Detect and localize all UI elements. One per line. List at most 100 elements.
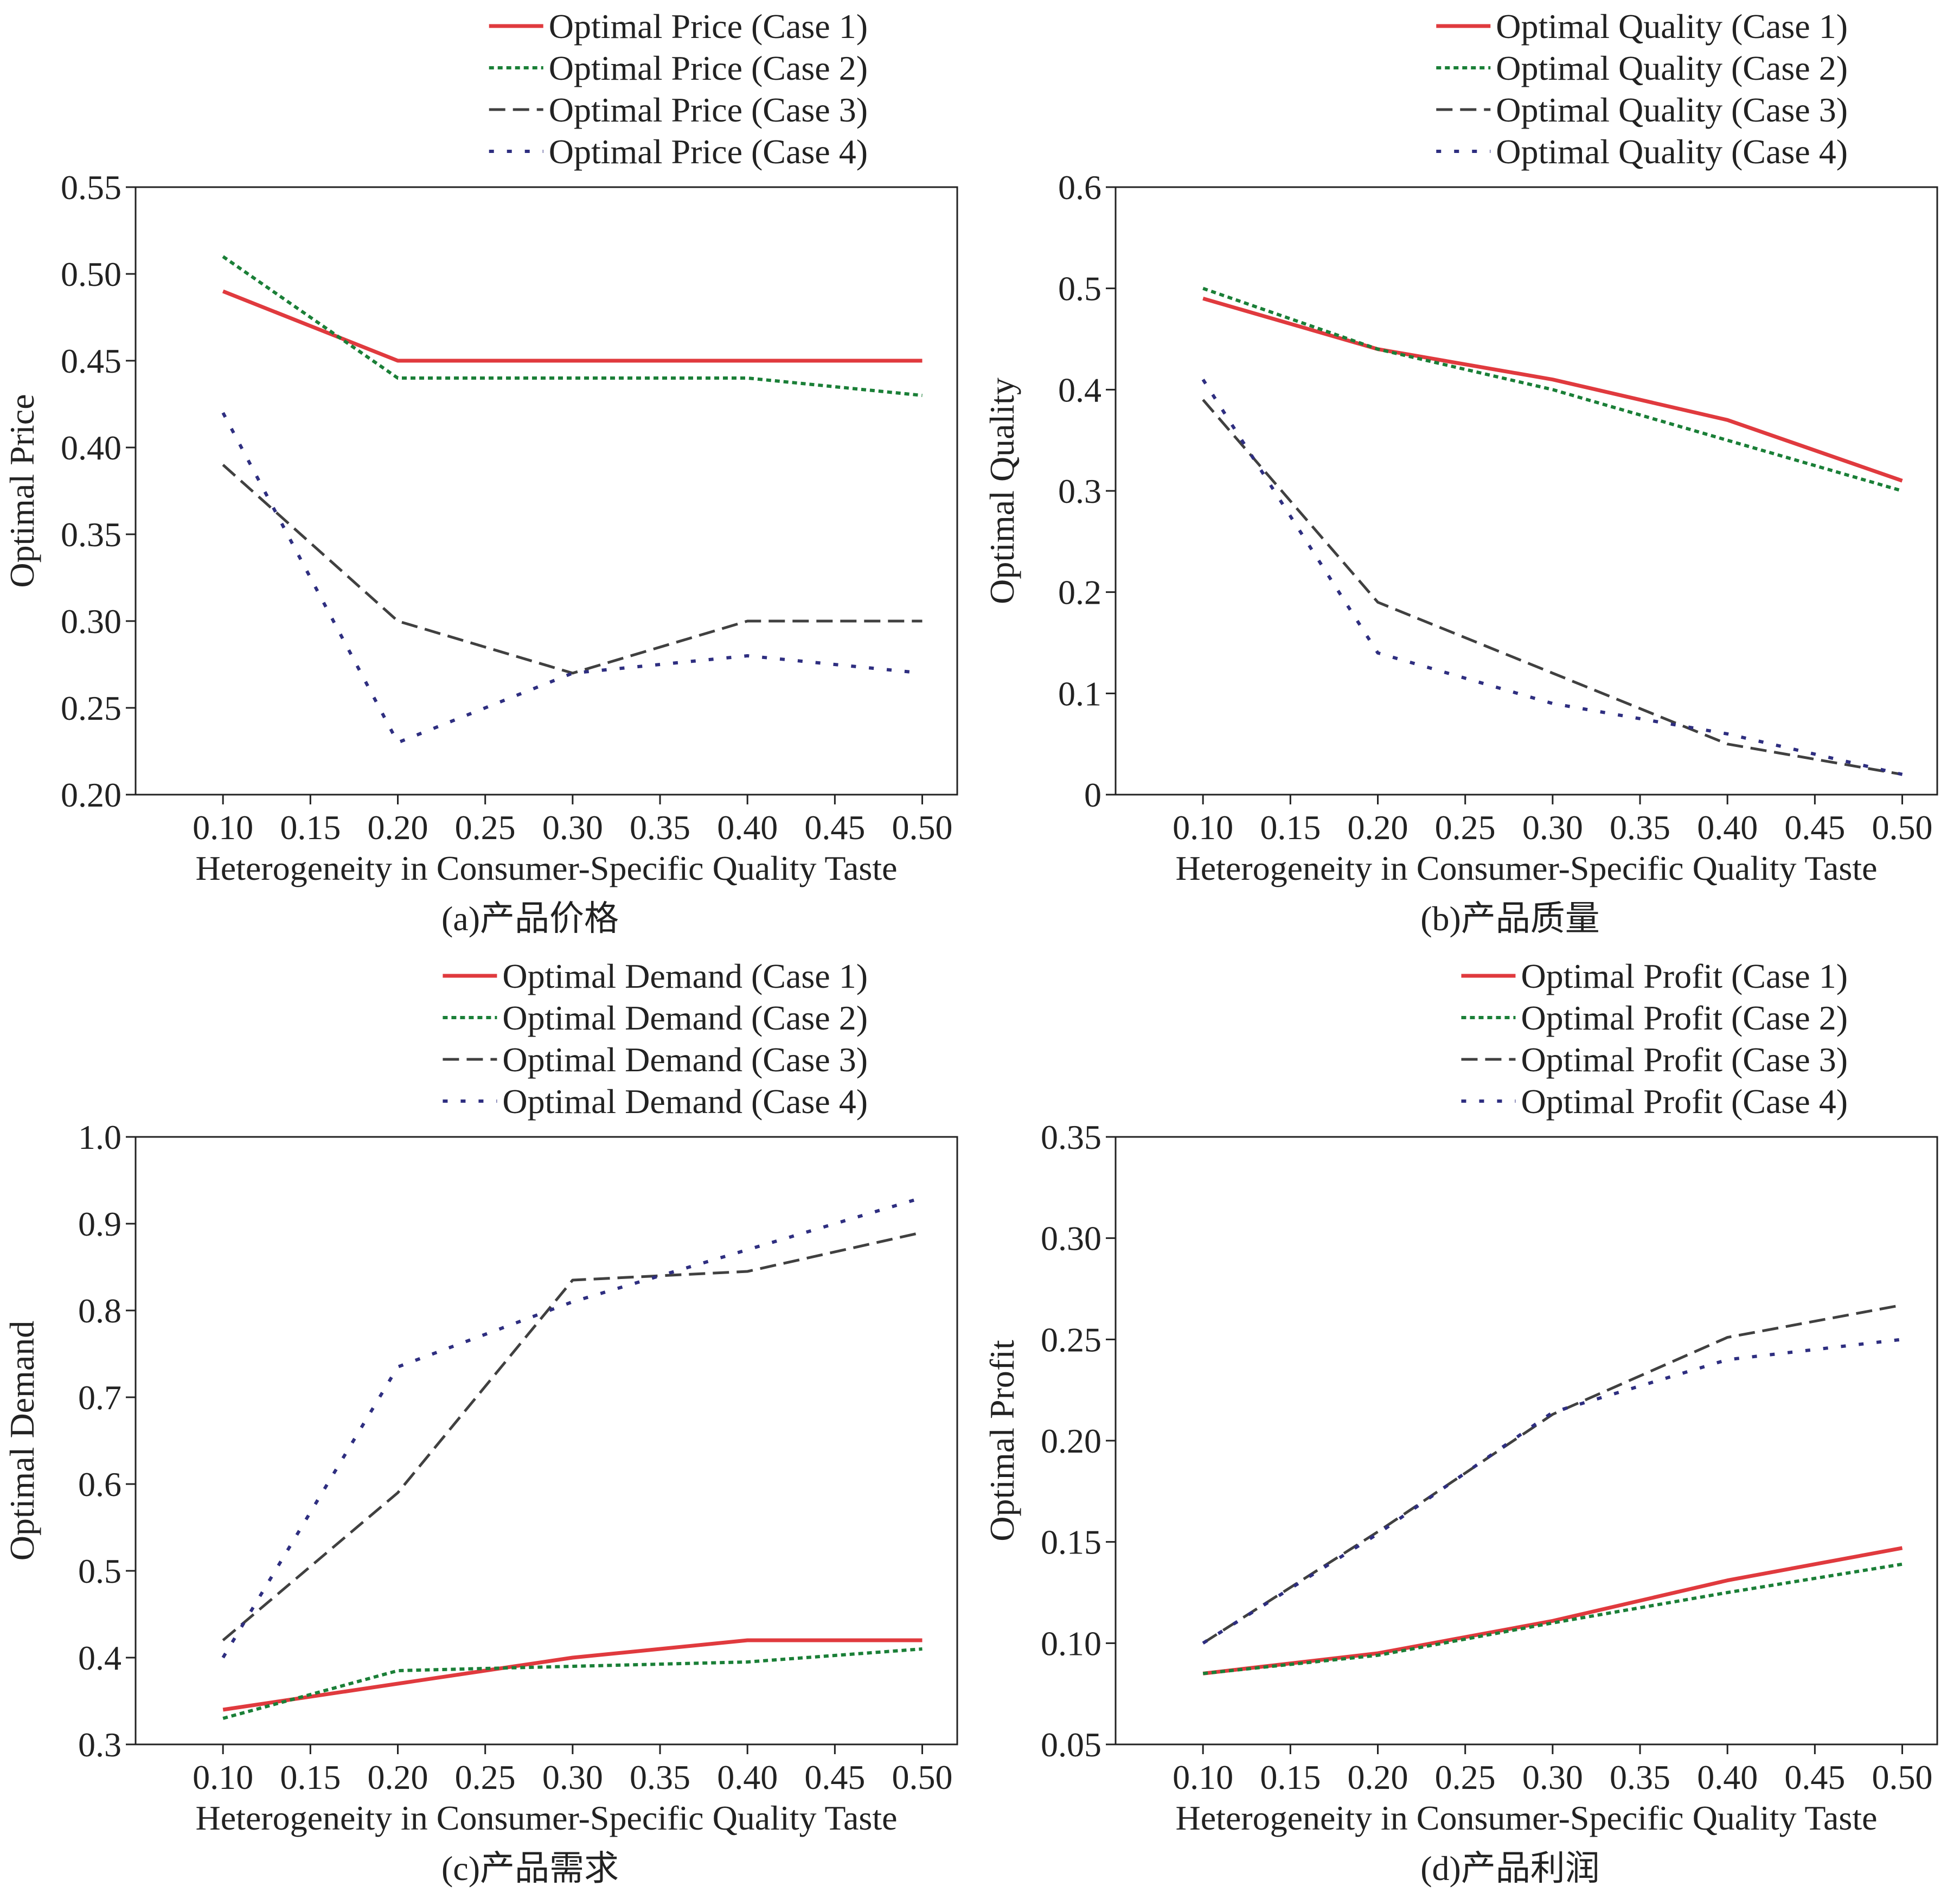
y-tick-label: 0.5 — [1058, 270, 1101, 308]
x-tick-label: 0.10 — [1173, 1758, 1233, 1796]
y-tick-label: 0.5 — [78, 1552, 121, 1590]
x-tick-label: 0.15 — [280, 808, 341, 847]
y-tick-label: 0.1 — [1058, 674, 1101, 713]
y-tick-label: 0.15 — [1041, 1523, 1101, 1562]
y-axis-label: Optimal Quality — [983, 378, 1021, 604]
chart-svg-b: 0 0.1 0.2 0.3 0.4 0.5 0.6 0.10 0.15 0.20 0.25 0.30 0… — [983, 7, 1938, 938]
y-tick-label: 0.45 — [61, 342, 121, 380]
x-tick-label: 0.40 — [717, 1758, 778, 1796]
y-tick-label: 0.50 — [61, 255, 121, 293]
x-tick-label: 0.50 — [1872, 808, 1933, 847]
series-line-case-3 — [222, 1231, 923, 1641]
chart-panel-c: 0.3 0.4 0.5 0.6 0.7 0.8 0.9 1.0 0.10 0.15 0.20 0.25… — [0, 950, 980, 1899]
x-axis-label: Heterogeneity in Consumer-Specific Quali… — [195, 1799, 897, 1837]
x-tick-label: 0.50 — [1872, 1758, 1933, 1796]
series-line-case-3 — [1202, 1303, 1903, 1645]
legend-label-case-2: Optimal Price (Case 2) — [549, 49, 868, 87]
y-tick-label: 0.40 — [61, 429, 121, 467]
x-tick-label: 0.30 — [542, 808, 603, 847]
y-tick-label: 0.35 — [1041, 1118, 1101, 1156]
y-tick-label: 0.4 — [1058, 370, 1101, 409]
x-tick-label: 0.45 — [804, 808, 865, 847]
chart-svg-d: 0.05 0.10 0.15 0.20 0.25 0.30 0.35 0.10 0.15 0.20… — [983, 957, 1938, 1888]
legend-label-case-2: Optimal Quality (Case 2) — [1496, 49, 1848, 87]
series-line-case-4 — [221, 1196, 923, 1659]
x-tick-label: 0.30 — [1522, 1758, 1583, 1796]
legend-label-case-1: Optimal Profit (Case 1) — [1521, 957, 1848, 995]
y-tick-label: 1.0 — [78, 1118, 121, 1156]
y-tick-label: 0.8 — [78, 1291, 121, 1330]
legend-label-case-4: Optimal Quality (Case 4) — [1496, 132, 1848, 171]
legend-label-case-3: Optimal Demand (Case 3) — [502, 1040, 868, 1079]
x-tick-label: 0.25 — [1435, 1758, 1496, 1796]
x-tick-label: 0.15 — [280, 1758, 341, 1796]
x-tick-label: 0.30 — [542, 1758, 603, 1796]
chart-panel-a: 0.20 0.25 0.30 0.35 0.40 0.45 0.50 0.55 0.10 0.15… — [0, 0, 980, 949]
legend-label-case-1: Optimal Quality (Case 1) — [1496, 7, 1848, 46]
legend-label-case-3: Optimal Profit (Case 3) — [1521, 1040, 1848, 1079]
chart-caption: (b)产品质量 — [1420, 899, 1600, 938]
chart-panel-d: 0.05 0.10 0.15 0.20 0.25 0.30 0.35 0.10 0.15 0.20… — [980, 950, 1960, 1899]
series-line-case-1 — [1202, 1546, 1903, 1676]
y-tick-label: 0.25 — [61, 689, 121, 727]
series-line-case-2 — [222, 1647, 923, 1720]
x-tick-label: 0.10 — [193, 1758, 253, 1796]
x-tick-label: 0.20 — [1348, 1758, 1408, 1796]
chart-svg-a: 0.20 0.25 0.30 0.35 0.40 0.45 0.50 0.55 0.10 0.15… — [3, 7, 958, 938]
x-tick-label: 0.40 — [717, 808, 778, 847]
y-tick-label: 0.3 — [1058, 472, 1101, 510]
legend-label-case-3: Optimal Quality (Case 3) — [1496, 91, 1848, 129]
y-axis-label: Optimal Profit — [983, 1340, 1021, 1542]
x-tick-label: 0.35 — [1610, 808, 1670, 847]
x-axis-label: Heterogeneity in Consumer-Specific Quali… — [1175, 849, 1877, 887]
legend-label-case-4: Optimal Profit (Case 4) — [1521, 1082, 1848, 1121]
y-tick-label: 0.3 — [78, 1725, 121, 1764]
legend-label-case-1: Optimal Price (Case 1) — [549, 7, 868, 46]
series-line-case-3 — [1202, 399, 1903, 776]
y-tick-label: 0.55 — [61, 168, 121, 207]
y-tick-label: 0.05 — [1041, 1725, 1101, 1764]
x-tick-label: 0.35 — [630, 808, 690, 847]
y-tick-label: 0.30 — [1041, 1219, 1101, 1258]
series-line-case-4 — [221, 412, 923, 744]
chart-caption: (c)产品需求 — [441, 1849, 619, 1888]
x-tick-label: 0.25 — [1435, 808, 1496, 847]
y-axis-label: Optimal Demand — [3, 1321, 41, 1561]
x-tick-label: 0.25 — [455, 1758, 516, 1796]
x-tick-label: 0.20 — [1348, 808, 1408, 847]
legend-label-case-2: Optimal Demand (Case 2) — [502, 999, 868, 1037]
plot-frame — [134, 186, 958, 796]
x-tick-label: 0.45 — [1784, 808, 1845, 847]
chart-caption: (d)产品利润 — [1420, 1849, 1600, 1888]
x-tick-label: 0.25 — [455, 808, 516, 847]
y-tick-label: 0.20 — [61, 776, 121, 814]
series-line-case-1 — [1202, 296, 1903, 483]
y-tick-label: 0.9 — [78, 1205, 121, 1243]
y-tick-label: 0.25 — [1041, 1320, 1101, 1359]
legend-label-case-1: Optimal Demand (Case 1) — [502, 957, 868, 995]
x-tick-label: 0.35 — [630, 1758, 690, 1796]
series-line-case-4 — [1202, 1338, 1903, 1645]
y-tick-label: 0.35 — [61, 515, 121, 554]
legend-label-case-4: Optimal Demand (Case 4) — [502, 1082, 868, 1121]
series-line-case-2 — [1202, 1562, 1903, 1676]
legend-label-case-2: Optimal Profit (Case 2) — [1521, 999, 1848, 1037]
x-axis-label: Heterogeneity in Consumer-Specific Quali… — [1175, 1799, 1877, 1837]
y-tick-label: 0.6 — [1058, 168, 1101, 207]
series-line-case-4 — [1201, 379, 1903, 776]
series-line-case-1 — [222, 1638, 923, 1712]
y-tick-label: 0.20 — [1041, 1422, 1101, 1460]
x-tick-label: 0.45 — [804, 1758, 865, 1796]
series-line-case-2 — [1202, 286, 1903, 493]
x-tick-label: 0.10 — [193, 808, 253, 847]
x-axis-label: Heterogeneity in Consumer-Specific Quali… — [195, 849, 897, 887]
plot-frame — [1114, 186, 1938, 796]
x-tick-label: 0.50 — [892, 808, 953, 847]
chart-svg-c: 0.3 0.4 0.5 0.6 0.7 0.8 0.9 1.0 0.10 0.15 0.20 0.25… — [3, 957, 958, 1888]
y-tick-label: 0.6 — [78, 1465, 121, 1504]
y-tick-label: 0 — [1084, 776, 1101, 814]
x-tick-label: 0.45 — [1784, 1758, 1845, 1796]
y-tick-label: 0.30 — [61, 602, 121, 641]
y-tick-label: 0.4 — [78, 1639, 121, 1677]
x-tick-label: 0.15 — [1260, 808, 1321, 847]
